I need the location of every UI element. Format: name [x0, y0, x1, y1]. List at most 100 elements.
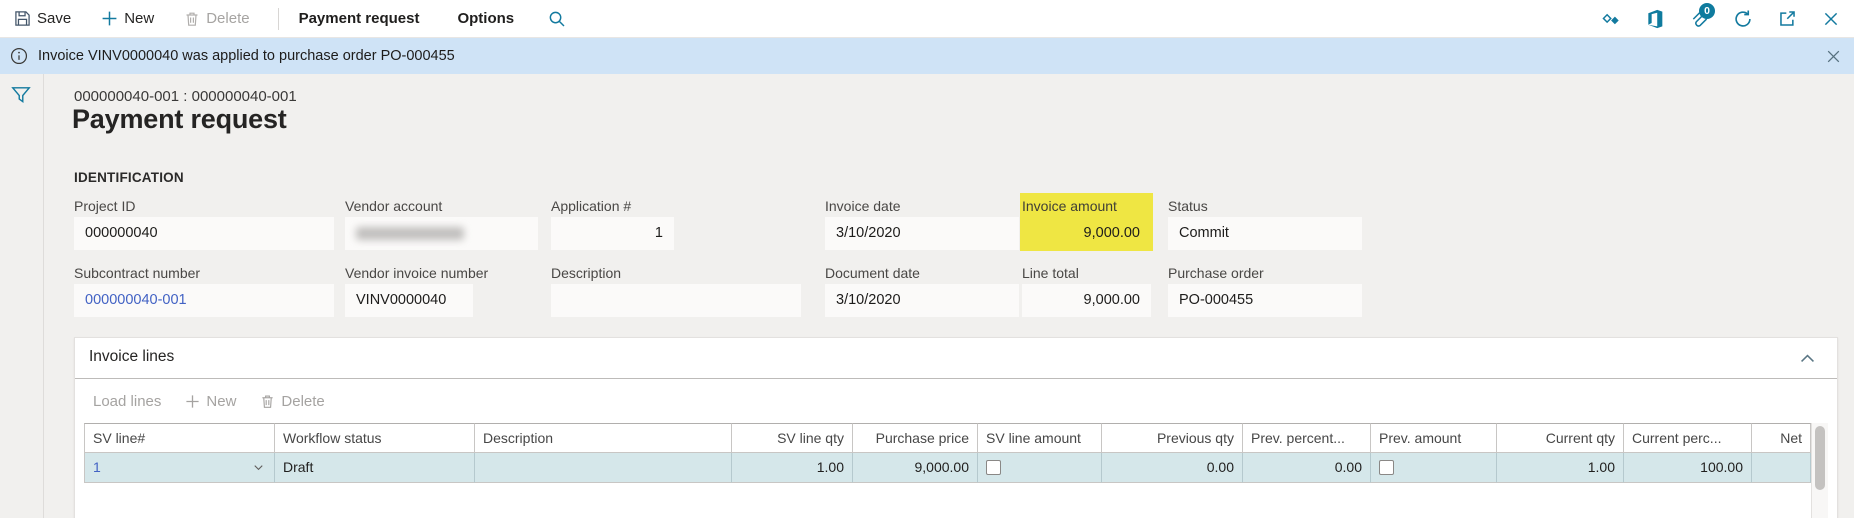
invoice-date-input[interactable]: 3/10/2020: [825, 217, 1019, 250]
col-sv-line-amount[interactable]: SV line amount: [978, 423, 1102, 453]
document-date-label: Document date: [825, 265, 920, 281]
col-current-qty[interactable]: Current qty: [1497, 423, 1624, 453]
invoice-lines-grid: SV line# Workflow status Description SV …: [84, 423, 1811, 483]
load-lines-button: Load lines: [93, 393, 161, 410]
vendor-invoice-number-input[interactable]: VINV0000040: [345, 284, 473, 317]
close-icon: [1822, 10, 1840, 28]
invoice-amount-input[interactable]: 9,000.00: [1022, 217, 1151, 250]
cell-current-perc[interactable]: 100.00: [1624, 453, 1752, 483]
open-in-new-window-button[interactable]: [1778, 9, 1797, 28]
cell-sv-line-qty[interactable]: 1.00: [732, 453, 853, 483]
line-total-input[interactable]: 9,000.00: [1022, 284, 1151, 317]
cell-description[interactable]: [475, 453, 732, 483]
cell-purchase-price[interactable]: 9,000.00: [853, 453, 978, 483]
project-id-input[interactable]: 000000040: [74, 217, 334, 250]
status-value: Commit: [1179, 225, 1229, 241]
vendor-invoice-number-value: VINV0000040: [356, 292, 447, 308]
sv-line-qty-value: 1.00: [816, 459, 844, 475]
filter-button[interactable]: [11, 86, 31, 105]
col-previous-qty[interactable]: Previous qty: [1102, 423, 1243, 453]
office-icon: [1646, 9, 1664, 29]
grid-vertical-scrollbar[interactable]: [1811, 423, 1828, 518]
workflow-status-value: Draft: [283, 459, 314, 475]
command-bar: Save New Delete Payme: [0, 0, 1854, 38]
application-number-input[interactable]: 1: [551, 217, 674, 250]
delete-label: Delete: [206, 10, 250, 27]
prev-percent-value: 0.00: [1334, 459, 1362, 475]
cell-sv-line-amount[interactable]: [978, 453, 1102, 483]
invoice-lines-title: Invoice lines: [89, 348, 175, 365]
scrollbar-thumb[interactable]: [1815, 426, 1825, 490]
col-sv-line-qty[interactable]: SV line qty: [732, 423, 853, 453]
new-button[interactable]: New: [97, 0, 158, 37]
description-input[interactable]: [551, 284, 801, 317]
sv-line-value: 1: [93, 459, 101, 475]
section-identification-title: IDENTIFICATION: [74, 170, 184, 185]
notification-close-button[interactable]: [1823, 46, 1844, 67]
save-label: Save: [37, 10, 72, 27]
purchase-price-value: 9,000.00: [914, 459, 970, 475]
invoice-date-label: Invoice date: [825, 198, 901, 214]
col-workflow-status[interactable]: Workflow status: [275, 423, 475, 453]
table-row[interactable]: 1 Draft 1.00 9,000.00 0.00 0.00: [84, 453, 1811, 483]
line-total-label: Line total: [1022, 265, 1079, 281]
field-description: Description: [551, 263, 801, 317]
save-button[interactable]: Save: [10, 0, 75, 37]
command-bar-left: Save New Delete Payme: [0, 0, 566, 37]
field-document-date: Document date 3/10/2020: [825, 263, 1019, 317]
col-purchase-price[interactable]: Purchase price: [853, 423, 978, 453]
page-content: 000000040-001 : 000000040-001 Payment re…: [0, 74, 1854, 518]
subcontract-number-input[interactable]: 000000040-001: [74, 284, 334, 317]
close-page-button[interactable]: [1822, 10, 1840, 28]
attachments-button[interactable]: 0: [1689, 2, 1715, 29]
cell-current-qty[interactable]: 1.00: [1497, 453, 1624, 483]
subcontract-number-link[interactable]: 000000040-001: [85, 292, 187, 308]
application-number-value: 1: [654, 225, 663, 241]
col-prev-percent[interactable]: Prev. percent...: [1243, 423, 1371, 453]
cell-prev-percent[interactable]: 0.00: [1243, 453, 1371, 483]
line-total-value: 9,000.00: [1083, 292, 1140, 308]
search-button[interactable]: [548, 10, 566, 28]
grid-toolbar: Load lines New Del: [75, 378, 1837, 423]
col-current-perc[interactable]: Current perc...: [1624, 423, 1752, 453]
field-invoice-date: Invoice date 3/10/2020: [825, 196, 1019, 250]
cell-workflow-status[interactable]: Draft: [275, 453, 475, 483]
payment-request-menu-label: Payment request: [298, 10, 420, 27]
field-subcontract-number: Subcontract number 000000040-001: [74, 263, 334, 317]
menu-options[interactable]: Options: [453, 0, 518, 37]
col-net[interactable]: Net: [1752, 423, 1811, 453]
purchase-order-value: PO-000455: [1179, 292, 1254, 308]
cell-previous-qty[interactable]: 0.00: [1102, 453, 1243, 483]
invoice-amount-highlight: [1020, 193, 1153, 251]
cell-net[interactable]: [1752, 453, 1811, 483]
trace-button[interactable]: [1601, 10, 1621, 28]
cell-sv-line[interactable]: 1: [84, 453, 275, 483]
page-title: Payment request: [72, 104, 287, 134]
office-apps-button[interactable]: [1646, 9, 1664, 29]
chevron-down-icon[interactable]: [251, 460, 266, 475]
notification-bar: Invoice VINV0000040 was applied to purch…: [0, 38, 1854, 74]
project-id-label: Project ID: [74, 198, 136, 214]
invoice-lines-header[interactable]: Invoice lines: [75, 338, 1837, 378]
cell-prev-amount[interactable]: [1371, 453, 1497, 483]
menu-payment-request[interactable]: Payment request: [295, 0, 424, 37]
attachments-count-badge: 0: [1699, 2, 1715, 19]
sv-line-amount-checkbox[interactable]: [986, 460, 1001, 475]
new-label: New: [124, 10, 155, 27]
col-description[interactable]: Description: [475, 423, 732, 453]
collapse-section-button[interactable]: [1796, 348, 1819, 369]
document-date-input[interactable]: 3/10/2020: [825, 284, 1019, 317]
vendor-account-input[interactable]: [345, 217, 538, 250]
status-input[interactable]: Commit: [1168, 217, 1362, 250]
grid-delete-button: Delete: [260, 393, 325, 410]
refresh-icon: [1733, 9, 1753, 29]
col-sv-line[interactable]: SV line#: [84, 423, 275, 453]
col-prev-amount[interactable]: Prev. amount: [1371, 423, 1497, 453]
refresh-button[interactable]: [1733, 9, 1753, 29]
purchase-order-input[interactable]: PO-000455: [1168, 284, 1362, 317]
subcontract-number-label: Subcontract number: [74, 265, 201, 281]
trash-icon: [184, 11, 200, 27]
prev-amount-checkbox[interactable]: [1379, 460, 1394, 475]
status-label: Status: [1168, 198, 1208, 214]
document-date-value: 3/10/2020: [836, 292, 901, 308]
